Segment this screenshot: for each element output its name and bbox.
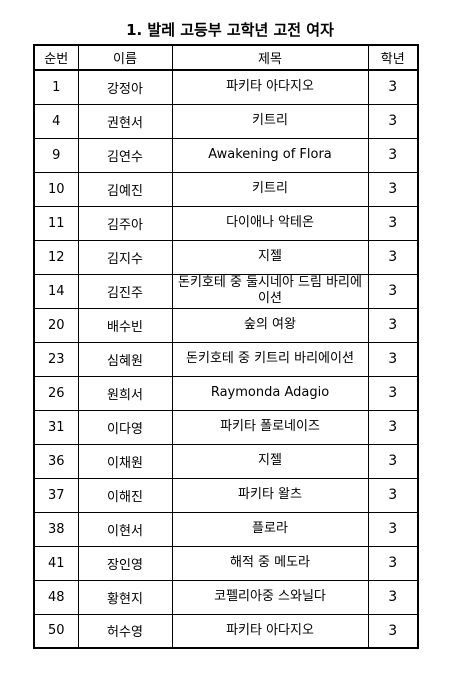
table-row: 41 장인영 해적 중 메도라 3 — [33, 545, 419, 581]
grade-cell: 3 — [367, 171, 419, 207]
table-row: 12 김지수 지젤 3 — [33, 239, 419, 275]
table-row: 11 김주아 다이애나 악테온 3 — [33, 205, 419, 241]
table-row: 23 심혜원 돈키호테 중 키트리 바리에이션 3 — [33, 341, 419, 377]
number-cell: 20 — [33, 307, 79, 343]
table-row: 20 배수빈 숲의 여왕 3 — [33, 307, 419, 343]
grade-cell: 3 — [367, 409, 419, 445]
grade-cell: 3 — [367, 511, 419, 547]
name-cell: 이현서 — [77, 511, 173, 547]
name-cell: 강정아 — [77, 69, 173, 105]
grade-cell: 3 — [367, 443, 419, 479]
title-cell: 숲의 여왕 — [171, 307, 369, 343]
name-cell: 허수영 — [77, 613, 173, 649]
title-cell: 플로라 — [171, 511, 369, 547]
table-row: 14 김진주 돈키호테 중 둘시네아 드림 바리에이션 3 — [33, 273, 419, 309]
name-cell: 김지수 — [77, 239, 173, 275]
grade-cell: 3 — [367, 545, 419, 581]
table-row: 26 원희서 Raymonda Adagio 3 — [33, 375, 419, 411]
title-cell: 다이애나 악테온 — [171, 205, 369, 241]
number-cell: 26 — [33, 375, 79, 411]
grade-cell: 3 — [367, 613, 419, 649]
grade-cell: 3 — [367, 273, 419, 309]
title-cell: 지젤 — [171, 239, 369, 275]
grade-cell: 3 — [367, 205, 419, 241]
name-cell: 이채원 — [77, 443, 173, 479]
number-cell: 50 — [33, 613, 79, 649]
number-cell: 41 — [33, 545, 79, 581]
table-row: 50 허수영 파키타 아다지오 3 — [33, 613, 419, 649]
grade-cell: 3 — [367, 375, 419, 411]
title-cell: Raymonda Adagio — [171, 375, 369, 411]
title-cell: 파키타 아다지오 — [171, 613, 369, 649]
grade-cell: 3 — [367, 137, 419, 173]
table-row: 9 김연수 Awakening of Flora 3 — [33, 137, 419, 173]
number-cell: 48 — [33, 579, 79, 615]
number-cell: 23 — [33, 341, 79, 377]
title-cell: 돈키호테 중 키트리 바리에이션 — [171, 341, 369, 377]
grade-cell: 3 — [367, 103, 419, 139]
table-row: 10 김예진 키트리 3 — [33, 171, 419, 207]
number-cell: 14 — [33, 273, 79, 309]
title-cell: 지젤 — [171, 443, 369, 479]
name-cell: 이해진 — [77, 477, 173, 513]
title-cell: 해적 중 메도라 — [171, 545, 369, 581]
table-row: 36 이채원 지젤 3 — [33, 443, 419, 479]
column-header-title: 제목 — [171, 44, 369, 71]
number-cell: 37 — [33, 477, 79, 513]
name-cell: 심혜원 — [77, 341, 173, 377]
column-header-grade: 학년 — [367, 44, 419, 71]
table-row: 1 강정아 파키타 아다지오 3 — [33, 69, 419, 105]
name-cell: 권현서 — [77, 103, 173, 139]
name-cell: 배수빈 — [77, 307, 173, 343]
name-cell: 김연수 — [77, 137, 173, 173]
table-body: 1 강정아 파키타 아다지오 3 4 권현서 키트리 3 9 김연수 Awakening of Fl… — [33, 69, 419, 649]
name-cell: 김예진 — [77, 171, 173, 207]
number-cell: 36 — [33, 443, 79, 479]
title-cell: 키트리 — [171, 103, 369, 139]
number-cell: 4 — [33, 103, 79, 139]
number-cell: 11 — [33, 205, 79, 241]
grade-cell: 3 — [367, 239, 419, 275]
number-cell: 38 — [33, 511, 79, 547]
title-cell: 파키타 아다지오 — [171, 69, 369, 105]
title-cell: 코펠리아중 스와닐다 — [171, 579, 369, 615]
name-cell: 김진주 — [77, 273, 173, 309]
title-cell: Awakening of Flora — [171, 137, 369, 173]
title-cell: 파키타 왈츠 — [171, 477, 369, 513]
number-cell: 12 — [33, 239, 79, 275]
table-row: 38 이현서 플로라 3 — [33, 511, 419, 547]
column-header-name: 이름 — [77, 44, 173, 71]
number-cell: 9 — [33, 137, 79, 173]
title-cell: 돈키호테 중 둘시네아 드림 바리에이션 — [171, 273, 369, 309]
participants-table: 순번 이름 제목 학년 1 강정아 파키타 아다지오 3 4 권현서 키트리 3 9 김연수 Awa… — [33, 44, 419, 649]
name-cell: 장인영 — [77, 545, 173, 581]
name-cell: 이다영 — [77, 409, 173, 445]
page-title: 1. 발레 고등부 고학년 고전 여자 — [126, 21, 334, 39]
title-cell: 키트리 — [171, 171, 369, 207]
number-cell: 1 — [33, 69, 79, 105]
table-row: 4 권현서 키트리 3 — [33, 103, 419, 139]
name-cell: 김주아 — [77, 205, 173, 241]
table-row: 48 황현지 코펠리아중 스와닐다 3 — [33, 579, 419, 615]
column-header-number: 순번 — [33, 44, 79, 71]
grade-cell: 3 — [367, 341, 419, 377]
number-cell: 10 — [33, 171, 79, 207]
title-cell: 파키타 폴로네이즈 — [171, 409, 369, 445]
table-header-row: 순번 이름 제목 학년 — [33, 44, 419, 71]
grade-cell: 3 — [367, 579, 419, 615]
grade-cell: 3 — [367, 307, 419, 343]
name-cell: 원희서 — [77, 375, 173, 411]
number-cell: 31 — [33, 409, 79, 445]
grade-cell: 3 — [367, 69, 419, 105]
grade-cell: 3 — [367, 477, 419, 513]
name-cell: 황현지 — [77, 579, 173, 615]
table-row: 37 이해진 파키타 왈츠 3 — [33, 477, 419, 513]
table-row: 31 이다영 파키타 폴로네이즈 3 — [33, 409, 419, 445]
